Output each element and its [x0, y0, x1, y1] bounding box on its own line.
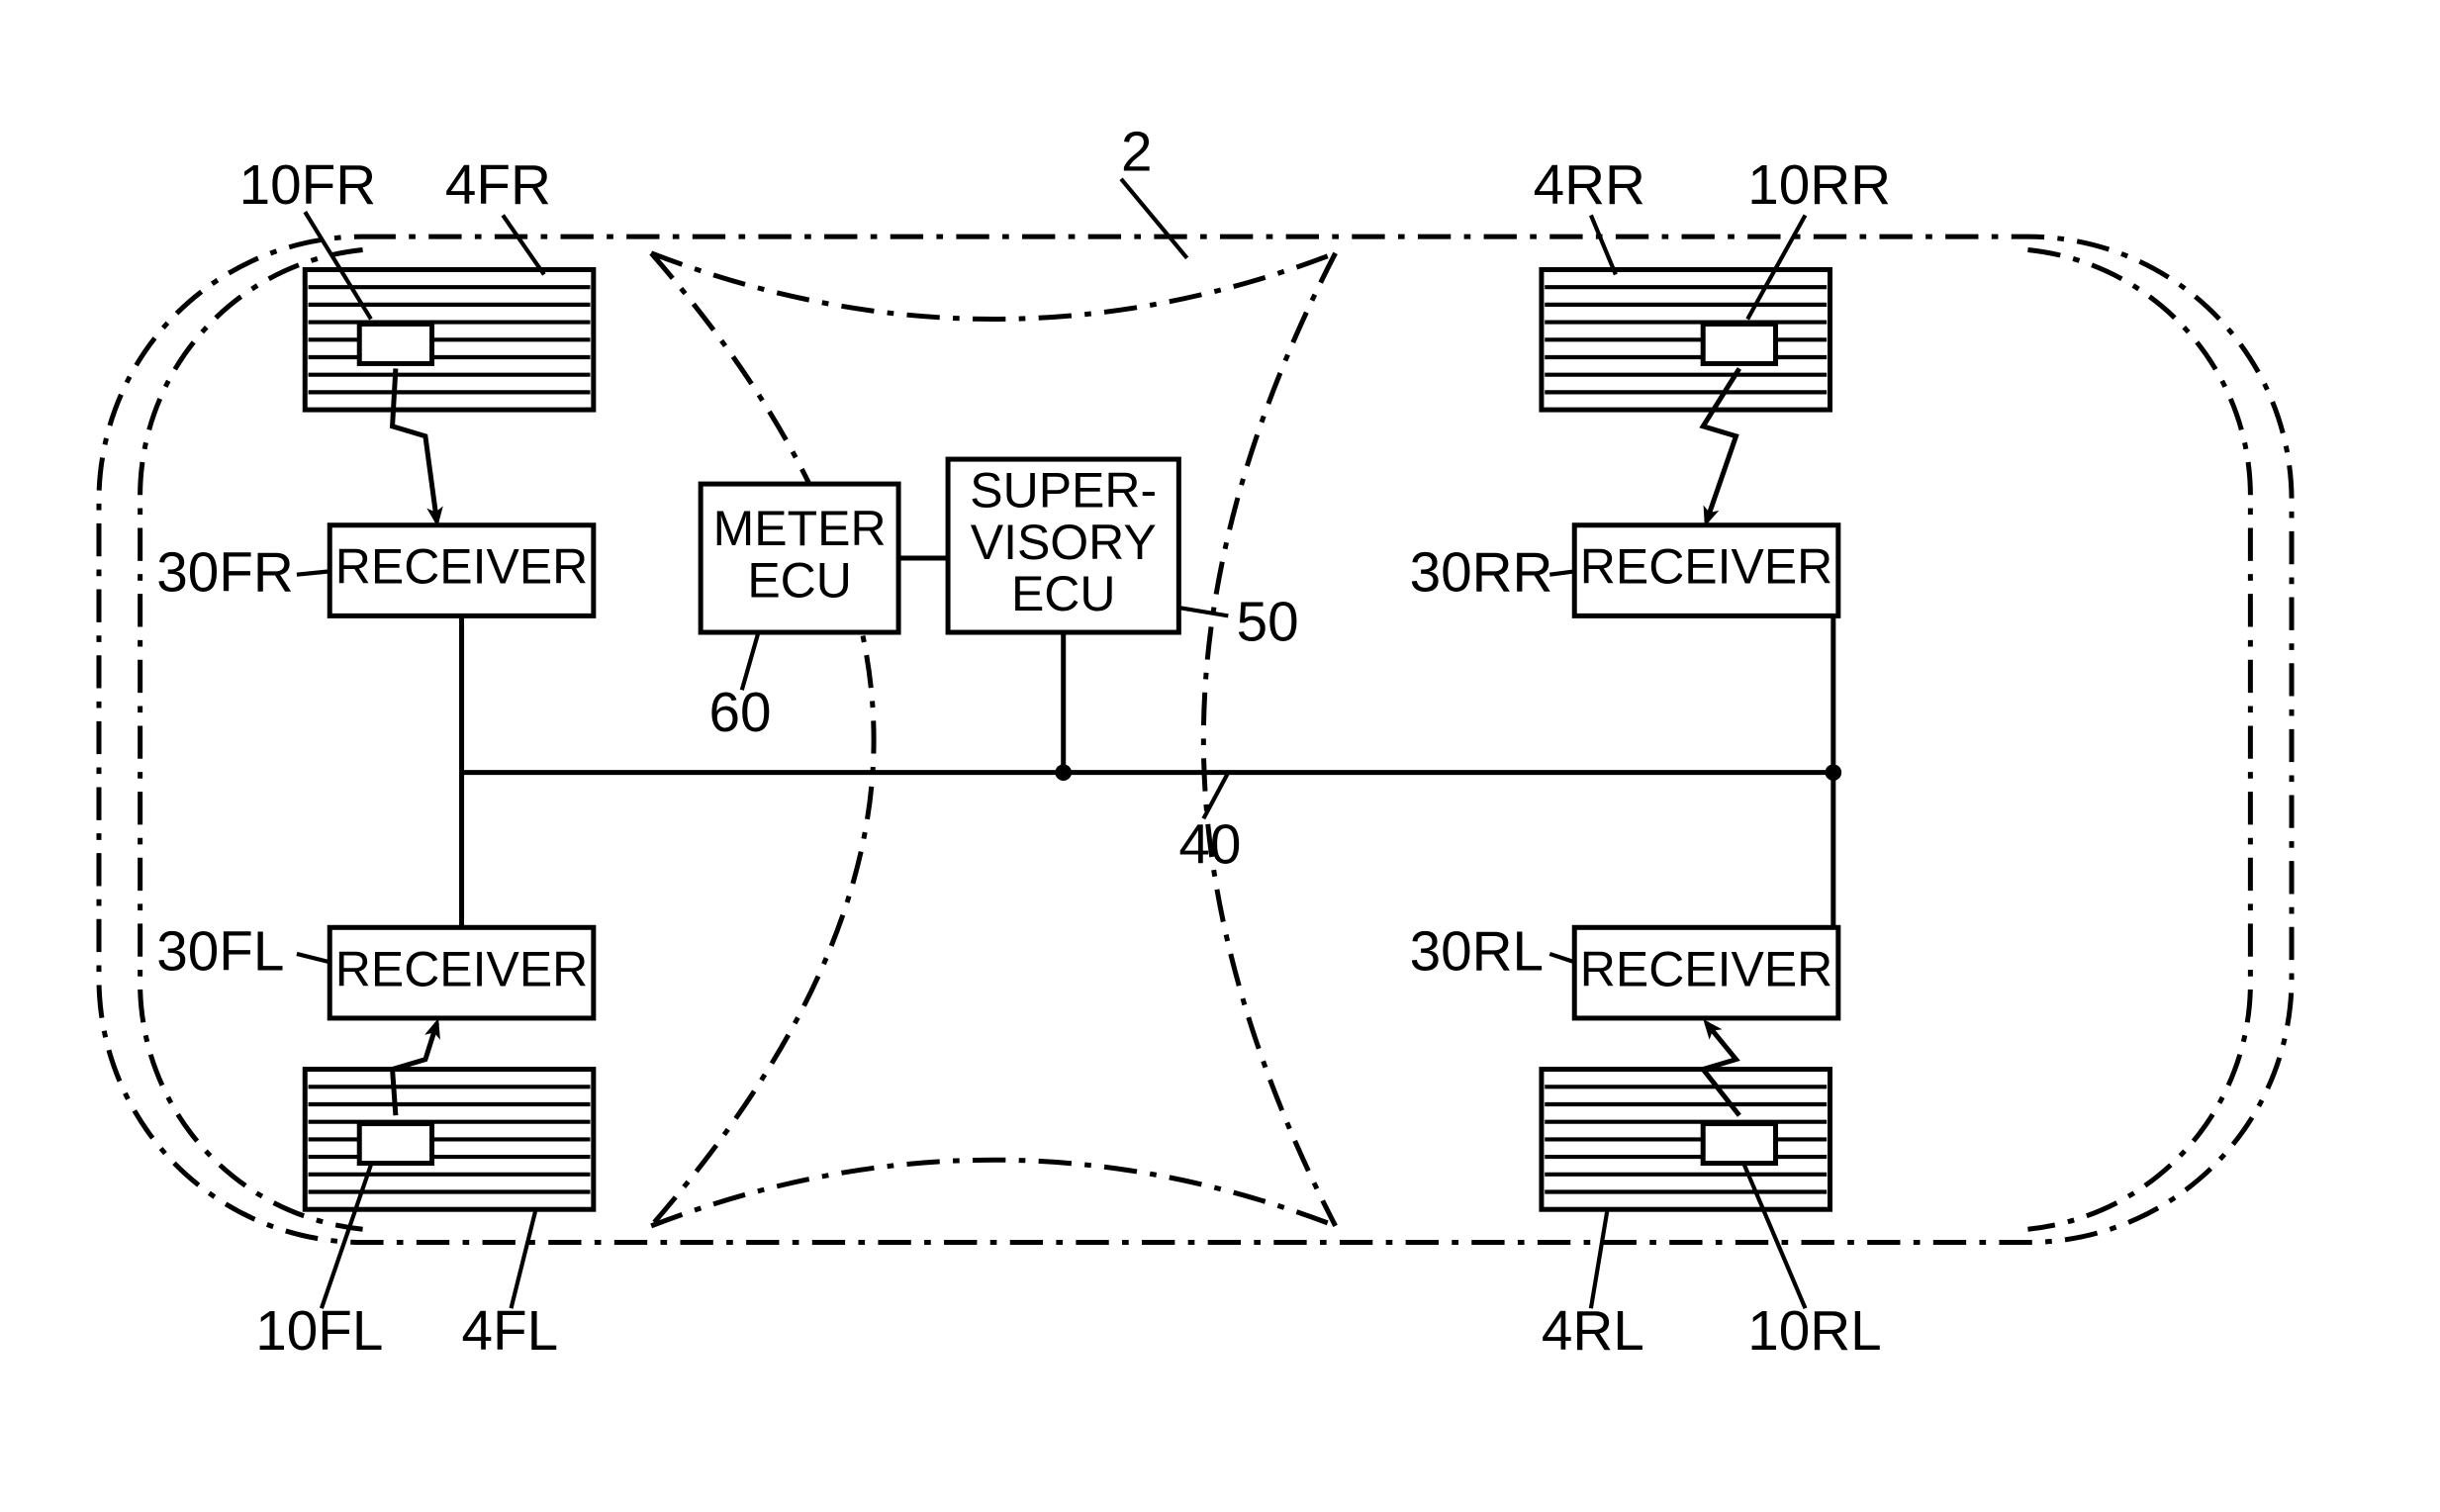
tire-RR [1542, 269, 1830, 410]
callout-4RL: 4RL [1542, 1300, 1644, 1363]
callout-60: 60 [708, 682, 771, 744]
leader-4FR [503, 215, 544, 274]
tire-FR [305, 269, 594, 410]
leader-30RR [1549, 571, 1574, 574]
leader-4RL [1591, 1209, 1608, 1308]
leader-30FL [297, 954, 329, 962]
receiver-FL: RECEIVER [329, 927, 594, 1018]
junction-1 [1826, 764, 1842, 781]
leader-30FR [297, 571, 329, 574]
receiver-FR: RECEIVER [329, 525, 594, 616]
receiver-FL-label-0: RECEIVER [335, 941, 588, 996]
callout-50: 50 [1237, 591, 1299, 653]
callout-40: 40 [1178, 813, 1241, 876]
receiver-RR-label-0: RECEIVER [1580, 539, 1832, 595]
body-curve-2 [651, 253, 1335, 320]
super-ecu-label-2: ECU [1011, 566, 1116, 621]
tire-RL [1542, 1070, 1830, 1210]
callout-30RL: 30RL [1410, 921, 1544, 984]
leader-4FL [512, 1209, 536, 1308]
callout-30FL: 30FL [156, 921, 284, 984]
callout-10RL: 10RL [1747, 1300, 1881, 1363]
meter-ecu-label-1: ECU [747, 553, 852, 609]
super-ecu-label-0: SUPER- [970, 462, 1157, 518]
super-ecu-label-1: VISORY [971, 515, 1157, 570]
meter-ecu-label-0: METER [713, 501, 887, 556]
callout-4FR: 4FR [445, 154, 551, 217]
receiver-RR: RECEIVER [1574, 525, 1838, 616]
diagram-canvas: RECEIVERRECEIVERRECEIVERRECEIVERMETERECU… [0, 0, 2440, 1512]
body-curve-3 [651, 1160, 1335, 1226]
callout-4RR: 4RR [1534, 154, 1645, 217]
callout-10RR: 10RR [1747, 154, 1891, 217]
tire-FL [305, 1070, 594, 1210]
callout-4FL: 4FL [462, 1300, 559, 1363]
junction-0 [1055, 764, 1072, 781]
sensor-FR [359, 324, 431, 363]
callout-30RR: 30RR [1410, 541, 1553, 604]
leader-30RL [1549, 954, 1574, 962]
leader-50 [1178, 608, 1228, 615]
leader-40 [1203, 773, 1228, 819]
receiver-RL-label-0: RECEIVER [1580, 941, 1832, 996]
callout-30FR: 30FR [156, 541, 294, 604]
callout-10FR: 10FR [239, 154, 377, 217]
super-ecu: SUPER-VISORYECU [948, 459, 1178, 632]
body-curve-1 [1203, 253, 1335, 1226]
sensor-FL [359, 1124, 431, 1164]
leader-car [1121, 179, 1187, 258]
callout-10FL: 10FL [255, 1300, 383, 1363]
sensor-RR [1703, 324, 1775, 363]
leader-4RR [1591, 215, 1616, 274]
meter-ecu: METERECU [701, 484, 898, 632]
sensor-RL [1703, 1124, 1775, 1164]
receiver-FR-label-0: RECEIVER [335, 539, 588, 595]
vehicle-inner-right [2027, 249, 2250, 1229]
callout-car: 2 [1121, 121, 1153, 183]
receiver-RL: RECEIVER [1574, 927, 1838, 1018]
